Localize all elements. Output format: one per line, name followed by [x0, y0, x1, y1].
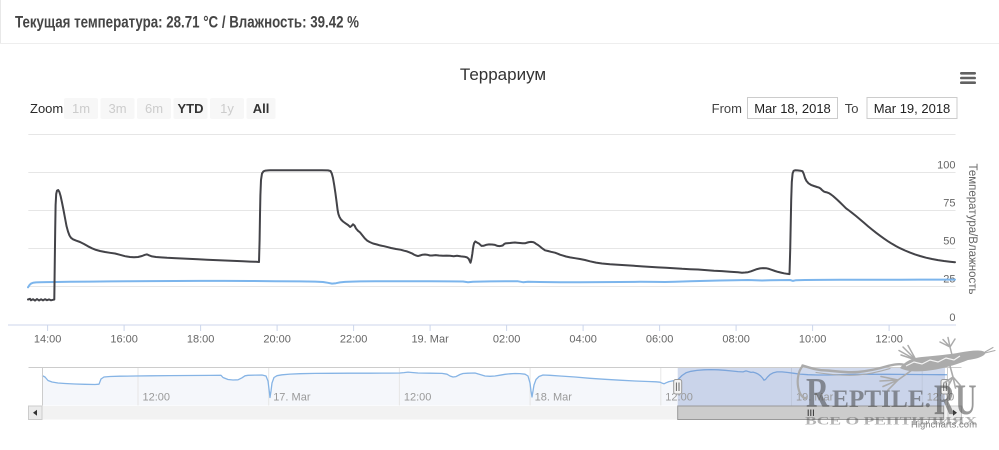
svg-text:12:00: 12:00: [927, 392, 955, 404]
svg-text:50: 50: [943, 236, 955, 248]
svg-text:12:00: 12:00: [143, 392, 171, 404]
svg-text:18. Mar: 18. Mar: [535, 392, 573, 404]
svg-text:19. Mar: 19. Mar: [796, 392, 834, 404]
svg-text:18:00: 18:00: [187, 334, 215, 346]
svg-text:02:00: 02:00: [493, 334, 521, 346]
svg-text:1y: 1y: [220, 101, 234, 116]
svg-text:Террариум: Террариум: [460, 65, 546, 84]
svg-text:Mar 18, 2018: Mar 18, 2018: [754, 101, 831, 116]
svg-text:17. Mar: 17. Mar: [273, 392, 311, 404]
svg-text:08:00: 08:00: [722, 334, 750, 346]
svg-text:6m: 6m: [145, 101, 163, 116]
svg-text:100: 100: [937, 160, 955, 172]
svg-text:16:00: 16:00: [110, 334, 138, 346]
svg-text:22:00: 22:00: [340, 334, 368, 346]
svg-text:04:00: 04:00: [569, 334, 597, 346]
svg-text:From: From: [712, 101, 742, 116]
svg-text:06:00: 06:00: [646, 334, 674, 346]
svg-text:12:00: 12:00: [404, 392, 432, 404]
svg-text:RU: RU: [934, 377, 977, 424]
svg-text:0: 0: [949, 312, 955, 324]
svg-text:1m: 1m: [72, 101, 90, 116]
svg-text:Zoom: Zoom: [30, 101, 63, 116]
svg-text:14:00: 14:00: [34, 334, 62, 346]
svg-text:10:00: 10:00: [799, 334, 827, 346]
svg-text:3m: 3m: [108, 101, 126, 116]
svg-text:ВСЕ О РЕПТИЛИЯХ: ВСЕ О РЕПТИЛИЯХ: [805, 414, 977, 428]
svg-text:20:00: 20:00: [263, 334, 291, 346]
svg-text:Текущая температура: 28.71 °C: Текущая температура: 28.71 °C / Влажност…: [15, 13, 359, 32]
svg-text:YTD: YTD: [178, 101, 204, 116]
svg-text:Highcharts.com: Highcharts.com: [911, 420, 977, 431]
svg-text:EPTILE.: EPTILE.: [832, 386, 931, 413]
svg-text:75: 75: [943, 198, 955, 210]
svg-text:R: R: [806, 371, 829, 417]
svg-text:12:00: 12:00: [665, 392, 693, 404]
svg-text:19. Mar: 19. Mar: [411, 334, 449, 346]
svg-text:Температура/Влажность: Температура/Влажность: [966, 163, 978, 294]
svg-text:All: All: [253, 101, 270, 116]
svg-text:Mar 19, 2018: Mar 19, 2018: [874, 101, 951, 116]
svg-text:To: To: [845, 101, 859, 116]
svg-text:12:00: 12:00: [875, 334, 903, 346]
